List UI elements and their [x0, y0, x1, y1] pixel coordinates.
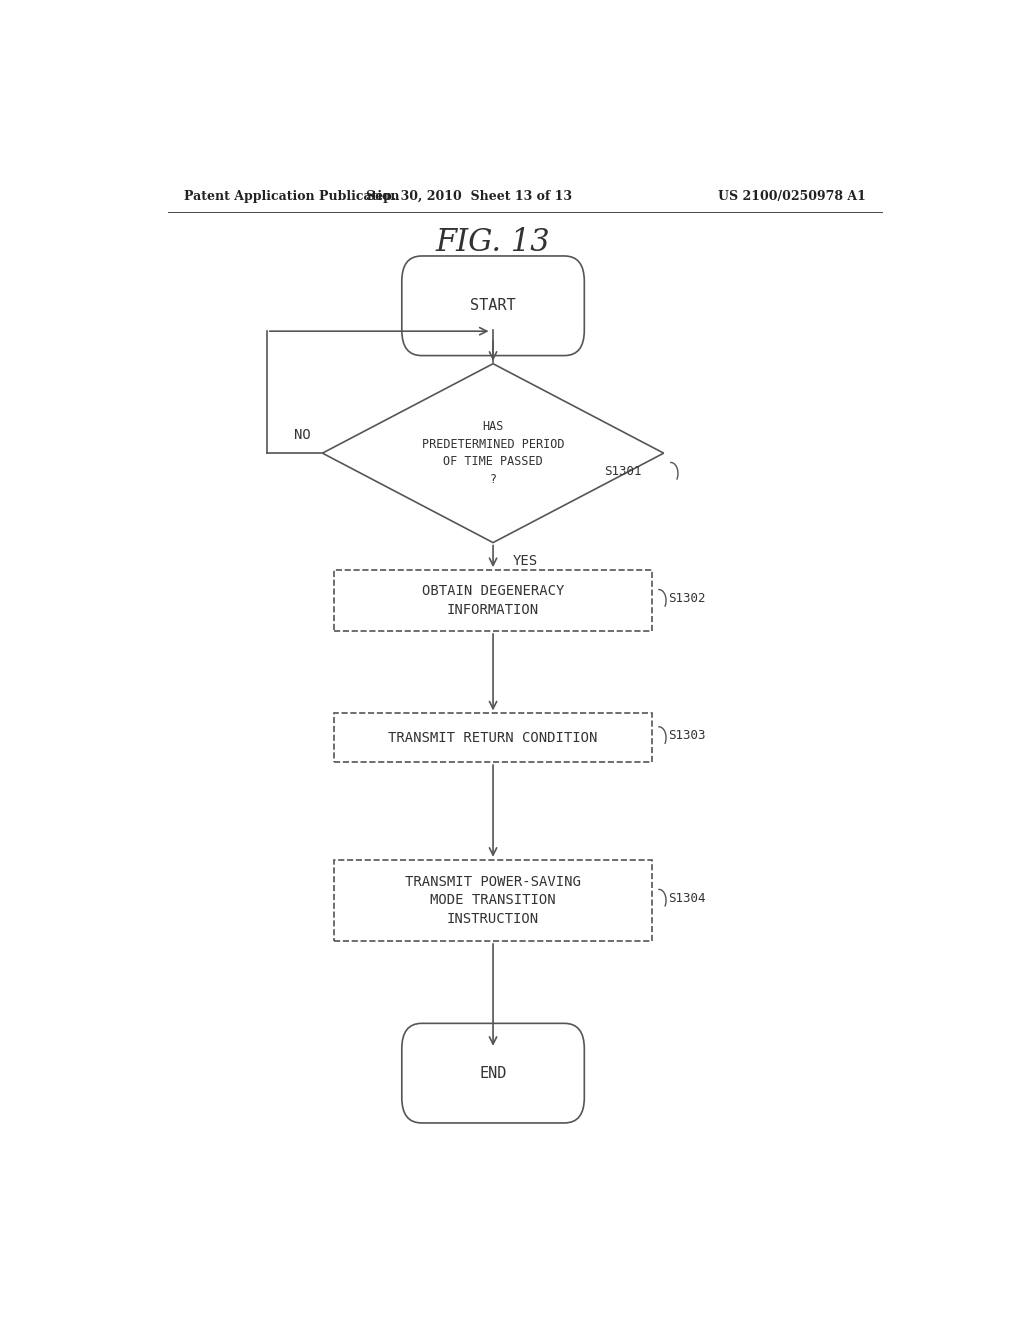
Text: US 2100/0250978 A1: US 2100/0250978 A1	[718, 190, 866, 202]
Text: S1303: S1303	[668, 729, 706, 742]
Text: TRANSMIT POWER-SAVING
MODE TRANSITION
INSTRUCTION: TRANSMIT POWER-SAVING MODE TRANSITION IN…	[406, 875, 581, 925]
Text: YES: YES	[513, 554, 538, 568]
Text: TRANSMIT RETURN CONDITION: TRANSMIT RETURN CONDITION	[388, 731, 598, 744]
Bar	[334, 570, 652, 631]
Text: S1304: S1304	[668, 892, 706, 904]
Text: NO: NO	[294, 428, 310, 442]
Text: S1301: S1301	[604, 465, 642, 478]
Polygon shape	[323, 364, 664, 543]
Text: OBTAIN DEGENERACY
INFORMATION: OBTAIN DEGENERACY INFORMATION	[422, 585, 564, 616]
Text: FIG. 13: FIG. 13	[436, 227, 550, 259]
Text: Sep. 30, 2010  Sheet 13 of 13: Sep. 30, 2010 Sheet 13 of 13	[367, 190, 572, 202]
Text: S1302: S1302	[668, 591, 706, 605]
Bar	[334, 859, 652, 941]
Text: START: START	[470, 298, 516, 313]
Text: END: END	[479, 1065, 507, 1081]
Text: HAS
PREDETERMINED PERIOD
OF TIME PASSED
?: HAS PREDETERMINED PERIOD OF TIME PASSED …	[422, 420, 564, 486]
FancyBboxPatch shape	[401, 256, 585, 355]
Text: Patent Application Publication: Patent Application Publication	[183, 190, 399, 202]
FancyBboxPatch shape	[401, 1023, 585, 1123]
Bar	[334, 713, 652, 762]
